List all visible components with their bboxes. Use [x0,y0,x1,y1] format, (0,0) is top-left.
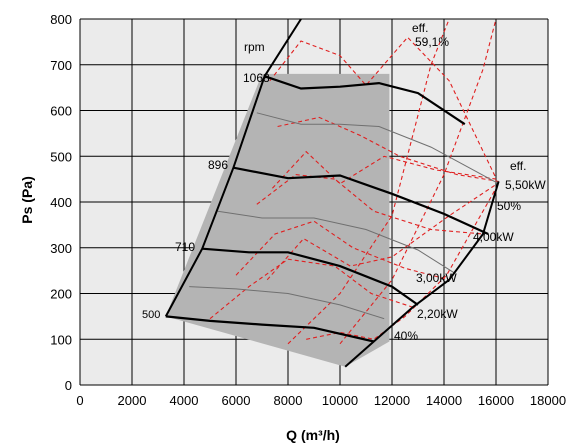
speed-curve [202,247,419,306]
x-tick-label: 16000 [478,393,514,408]
right-limit-curve [344,181,500,368]
y-tick-label: 200 [50,287,72,302]
speed-curve [264,75,466,126]
power-line [256,174,484,235]
x-tick-label: 0 [76,393,83,408]
efficiency-line [266,182,499,281]
y-tick-label: 300 [50,241,72,256]
y-tick-label: 700 [50,58,72,73]
y-tick-label: 800 [50,12,72,27]
rpm-title-label: rpm [244,40,265,54]
x-tick-label: 6000 [222,393,251,408]
left-limit-curve [164,18,302,317]
y-tick-label: 600 [50,104,72,119]
y-tick-label: 500 [50,149,72,164]
x-tick-label: 18000 [530,393,566,408]
y-tick-label: 400 [50,195,72,210]
x-tick-label: 4000 [170,393,199,408]
efficiency-title-label: eff. [412,21,428,35]
operating-area-layer [165,73,390,367]
intermediate-curve [189,286,385,320]
x-tick-label: 2000 [118,393,147,408]
efficiency-label: 40% [394,329,418,343]
rpm-label: 896 [208,158,228,172]
system-line [339,18,497,345]
intermediate-curve [217,210,455,274]
efficiency-label: 50% [497,199,521,213]
y-tick-label: 100 [50,332,72,347]
rpm-label: 500 [142,309,160,321]
efficiency-title-label-right: eff. [510,159,526,173]
red-iso-lines-layer [209,18,500,345]
speed-curve [165,315,375,343]
power-label: 4,00kW [473,230,514,244]
operating-area [165,73,390,367]
rpm-label: 1068 [243,71,270,85]
max-efficiency-label: 59,1% [415,35,449,49]
curves-layer [164,18,500,368]
efficiency-line [269,36,497,179]
y-tick-label: 0 [65,378,72,393]
x-axis-label: Q (m³/h) [286,427,340,443]
x-tick-label: 10000 [322,393,358,408]
power-label: 3,00kW [416,271,457,285]
y-axis-label: Ps (Pa) [19,176,35,223]
efficiency-line [271,150,497,189]
ticks-layer: 0 2000 4000 6000 8000 10000 12000 14000 16000 180… [50,12,566,408]
power-label: 2,20kW [417,307,458,321]
x-tick-label: 12000 [374,393,410,408]
x-tick-label: 14000 [426,393,462,408]
rpm-label: 710 [175,240,195,254]
power-label: 5,50kW [505,178,546,192]
intermediate-curve [256,112,499,185]
x-tick-label: 8000 [274,393,303,408]
labels-layer: 1068 896 710 500 rpm 2,20kW 3,00kW 4,00kW 5,50kW… [142,21,546,343]
speed-curve [233,166,489,236]
system-line [287,18,450,345]
power-line [209,258,413,320]
power-line [277,116,499,182]
power-line [235,220,450,281]
